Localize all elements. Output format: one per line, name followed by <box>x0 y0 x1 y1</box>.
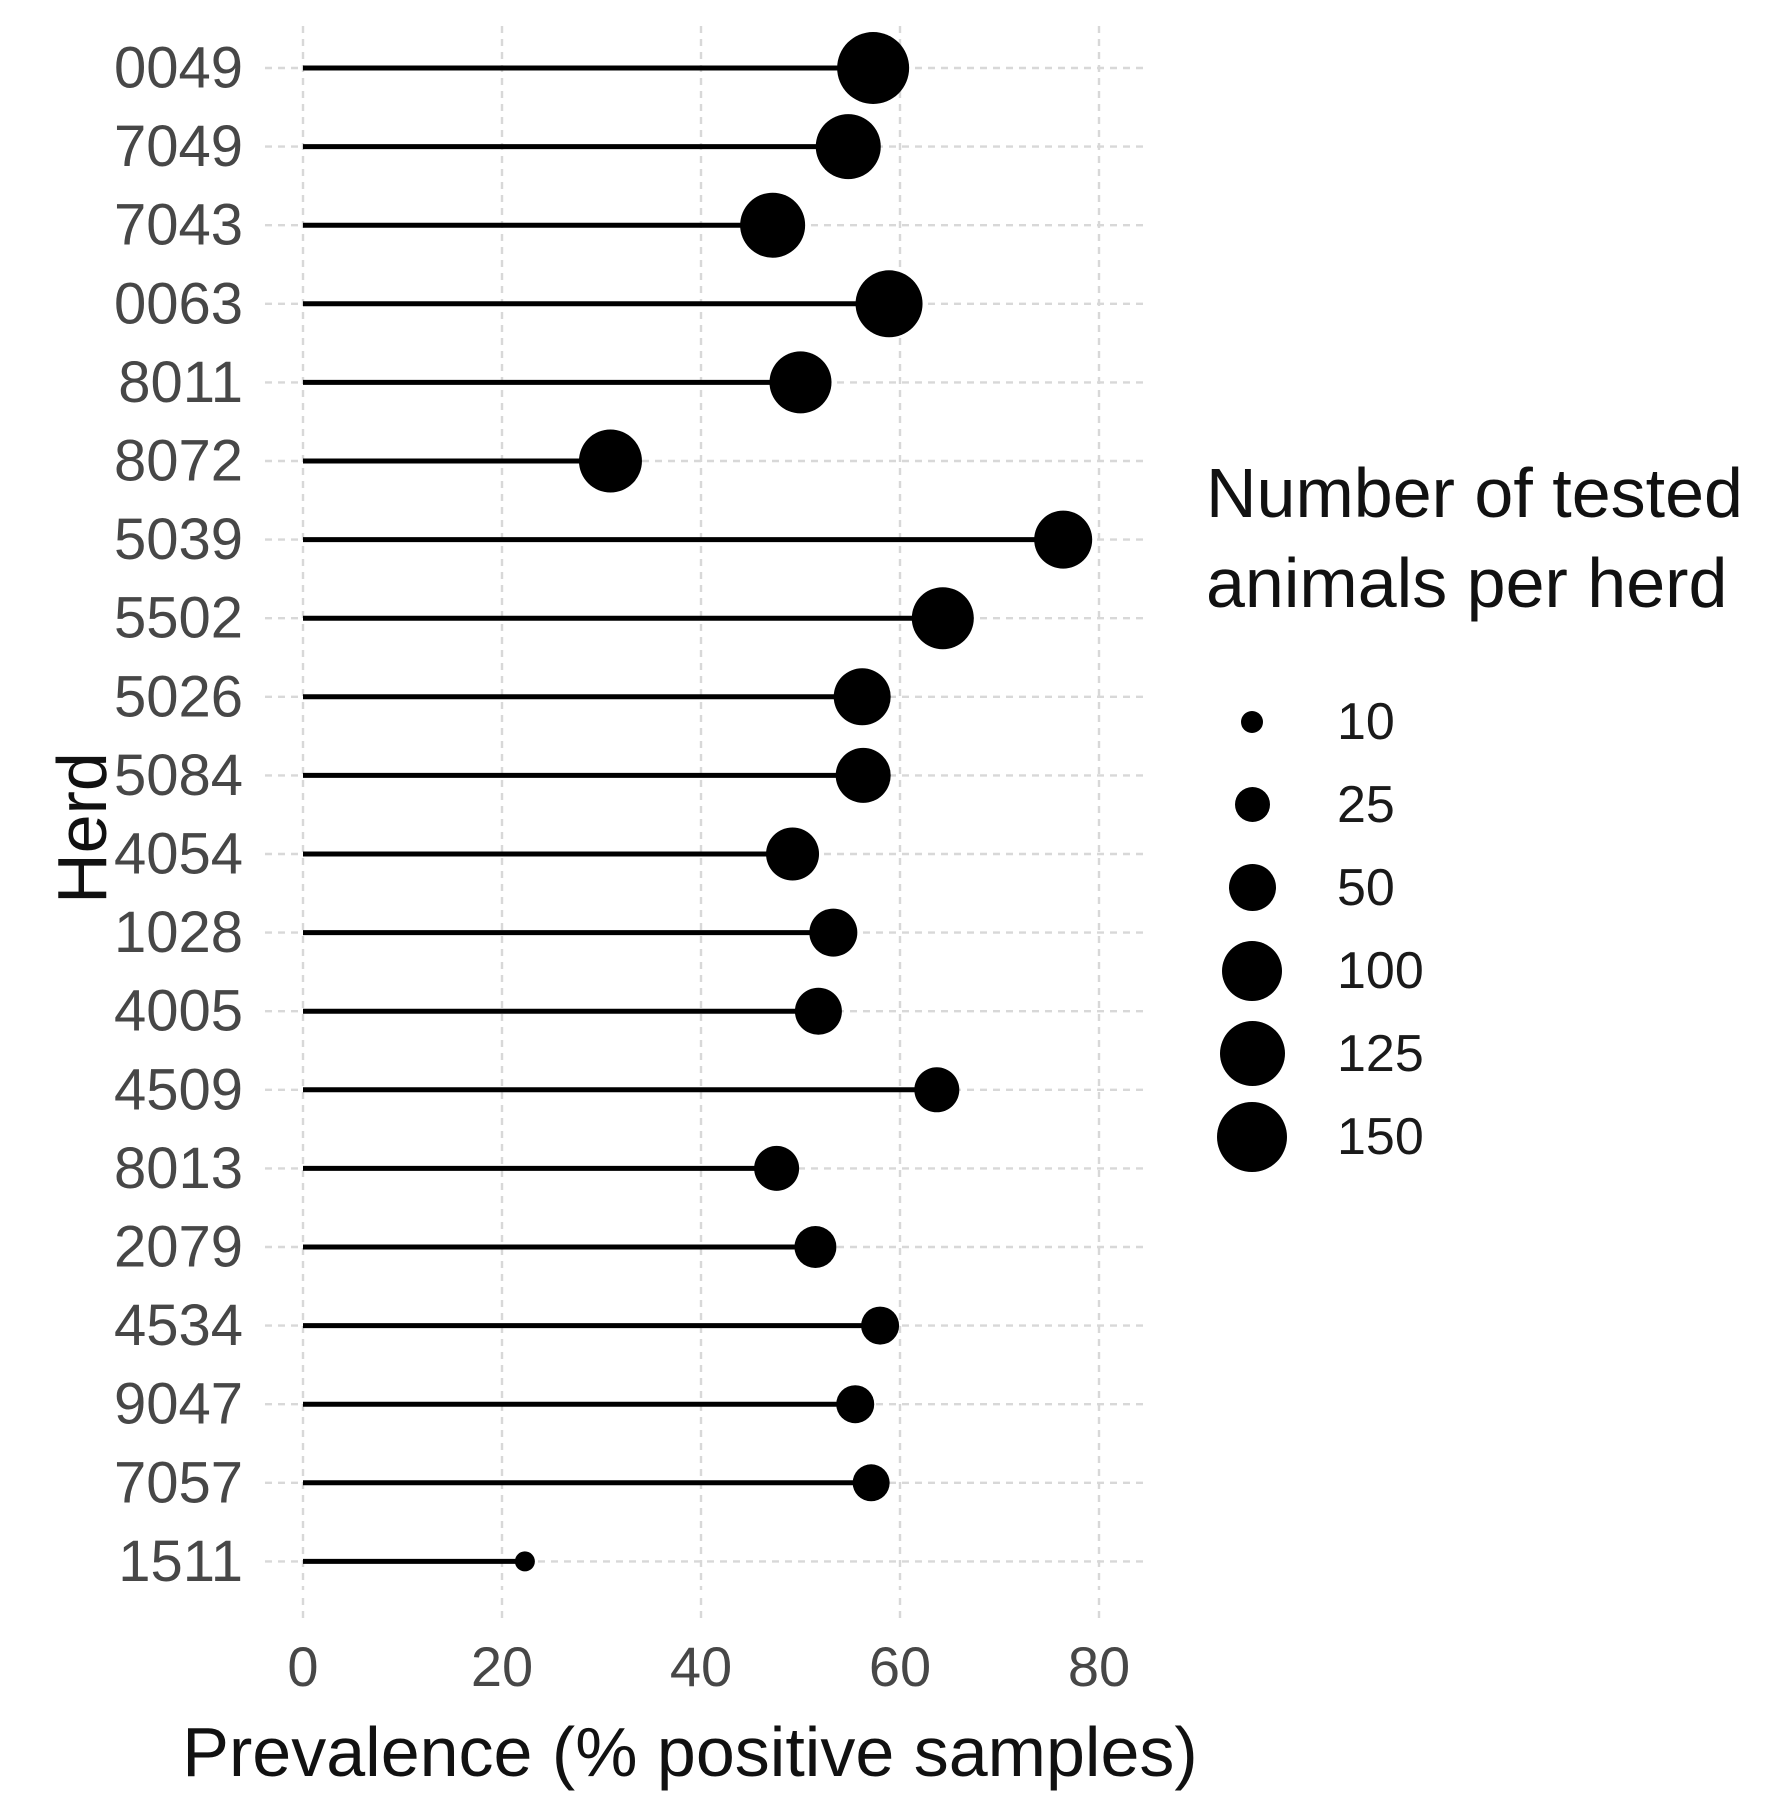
legend-swatch-125 <box>1206 1021 1298 1086</box>
y-tick-label-4054: 4054 <box>114 822 243 887</box>
lollipop-dot-1028 <box>809 908 858 957</box>
lollipop-dot-1511 <box>514 1551 535 1572</box>
x-tick-label-0: 0 <box>287 1635 318 1698</box>
y-tick-label-1028: 1028 <box>114 900 243 965</box>
lollipop-dot-4005 <box>794 987 842 1035</box>
lollipop-dot-0063 <box>855 270 923 338</box>
y-tick-label-4509: 4509 <box>114 1057 243 1122</box>
y-tick-label-8072: 8072 <box>114 429 243 494</box>
legend-item-label: 25 <box>1337 775 1395 834</box>
y-tick-label-5026: 5026 <box>114 664 243 729</box>
legend-swatch-10 <box>1206 710 1298 733</box>
lollipop-dot-7043 <box>740 192 806 258</box>
y-tick-label-2079: 2079 <box>114 1215 243 1280</box>
lollipop-dot-8072 <box>578 429 642 493</box>
lollipop-dot-4054 <box>766 827 820 881</box>
lollipop-dot-5026 <box>833 668 891 726</box>
y-tick-label-7057: 7057 <box>114 1450 243 1515</box>
legend-item-100: 100 <box>1206 929 1743 1012</box>
x-axis-title: Prevalence (% positive samples) <box>182 1713 1198 1791</box>
lollipop-dot-7049 <box>815 114 881 180</box>
legend-items: 10 25 50 100 125 150 <box>1206 680 1743 1178</box>
size-legend: Number of tested animals per herd 10 25 50… <box>1206 448 1743 1178</box>
y-tick-label-4534: 4534 <box>114 1293 243 1358</box>
lollipop-dot-5502 <box>911 587 974 650</box>
y-tick-label-8011: 8011 <box>118 350 243 415</box>
lollipop-dot-8013 <box>754 1145 800 1191</box>
lollipop-dot-0049 <box>837 32 910 104</box>
lollipop-dot-2079 <box>794 1226 837 1268</box>
lollipop-dot-5084 <box>835 747 891 803</box>
x-tick-label-80: 80 <box>1068 1635 1130 1698</box>
legend-item-10: 10 <box>1206 680 1743 763</box>
y-tick-label-9047: 9047 <box>114 1372 243 1437</box>
y-tick-label-5039: 5039 <box>114 507 243 572</box>
legend-item-label: 50 <box>1337 858 1395 917</box>
legend-swatch-50 <box>1206 864 1298 911</box>
legend-swatch-25 <box>1206 787 1298 822</box>
legend-item-label: 125 <box>1337 1024 1424 1083</box>
legend-dot-icon <box>1219 1021 1285 1086</box>
x-tick-label-60: 60 <box>869 1635 931 1698</box>
legend-title-line-1: Number of tested <box>1206 454 1743 532</box>
y-tick-label-0049: 0049 <box>114 36 243 101</box>
legend-item-125: 125 <box>1206 1012 1743 1095</box>
legend-dot-icon <box>1217 1101 1287 1172</box>
legend-item-50: 50 <box>1206 846 1743 929</box>
y-tick-label-8013: 8013 <box>114 1136 243 1201</box>
legend-dot-icon <box>1234 787 1270 822</box>
legend-dot-icon <box>1241 710 1263 733</box>
lollipop-dot-7057 <box>852 1464 890 1502</box>
legend-dot-icon <box>1222 940 1282 1001</box>
y-tick-label-4005: 4005 <box>114 979 243 1044</box>
legend-item-label: 100 <box>1337 941 1424 1000</box>
y-axis-title: Herd <box>43 752 121 904</box>
y-tick-label-0063: 0063 <box>114 271 243 336</box>
legend-item-25: 25 <box>1206 763 1743 846</box>
y-tick-label-5084: 5084 <box>114 743 243 808</box>
lollipop-dot-9047 <box>836 1385 875 1424</box>
legend-item-label: 150 <box>1337 1107 1424 1166</box>
legend-swatch-100 <box>1206 940 1298 1001</box>
x-tick-label-20: 20 <box>471 1635 533 1698</box>
y-tick-label-7049: 7049 <box>114 114 243 179</box>
legend-dot-icon <box>1228 864 1276 911</box>
lollipop-dot-4509 <box>914 1067 960 1113</box>
y-tick-label-7043: 7043 <box>114 193 243 258</box>
lollipop-dot-4534 <box>861 1306 900 1345</box>
legend-item-label: 10 <box>1337 692 1395 751</box>
legend-title-line-2: animals per herd <box>1206 544 1728 622</box>
y-tick-label-1511: 1511 <box>118 1529 243 1594</box>
legend-item-150: 150 <box>1206 1095 1743 1178</box>
x-tick-label-40: 40 <box>670 1635 732 1698</box>
legend-title: Number of tested animals per herd <box>1206 448 1743 628</box>
y-tick-label-5502: 5502 <box>114 586 243 651</box>
legend-swatch-150 <box>1206 1101 1298 1172</box>
lollipop-dot-5039 <box>1034 510 1093 569</box>
lollipop-dot-8011 <box>769 351 832 414</box>
